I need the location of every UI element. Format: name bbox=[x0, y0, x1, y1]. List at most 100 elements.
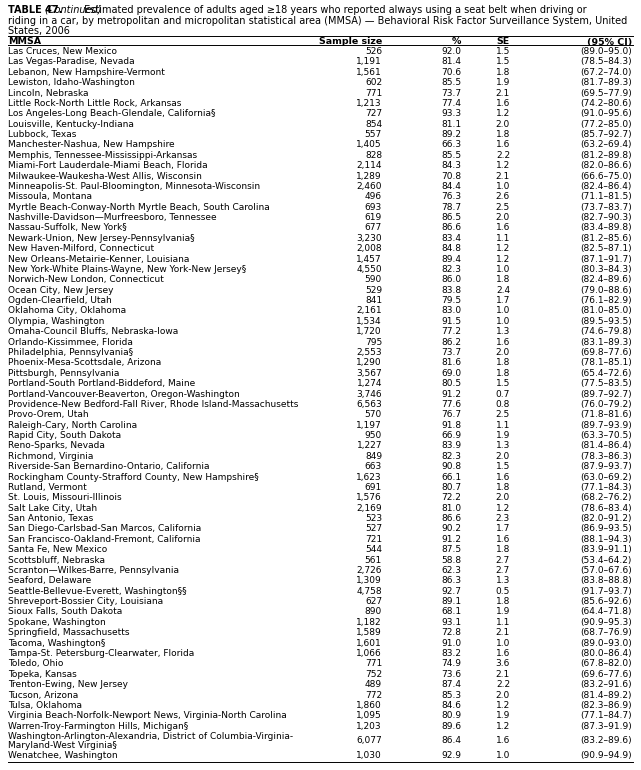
Text: 1,191: 1,191 bbox=[356, 58, 382, 66]
Text: 1.3: 1.3 bbox=[495, 577, 510, 585]
Text: 4,758: 4,758 bbox=[356, 587, 382, 596]
Text: San Francisco-Oakland-Fremont, California: San Francisco-Oakland-Fremont, Californi… bbox=[8, 535, 201, 544]
Text: (83.4–89.8): (83.4–89.8) bbox=[580, 223, 632, 233]
Text: Miami-Fort Lauderdale-Miami Beach, Florida: Miami-Fort Lauderdale-Miami Beach, Flori… bbox=[8, 161, 208, 170]
Text: 2,114: 2,114 bbox=[356, 161, 382, 170]
Text: 1,720: 1,720 bbox=[356, 327, 382, 336]
Text: 2,161: 2,161 bbox=[356, 306, 382, 316]
Text: (81.7–89.3): (81.7–89.3) bbox=[580, 78, 632, 87]
Text: 1.6: 1.6 bbox=[495, 649, 510, 658]
Text: 74.9: 74.9 bbox=[441, 659, 461, 668]
Text: 2.1: 2.1 bbox=[495, 628, 510, 638]
Text: Rapid City, South Dakota: Rapid City, South Dakota bbox=[8, 431, 121, 440]
Text: (83.2–89.6): (83.2–89.6) bbox=[580, 736, 632, 745]
Text: 0.7: 0.7 bbox=[495, 390, 510, 399]
Text: Rutland, Vermont: Rutland, Vermont bbox=[8, 483, 87, 492]
Text: Virginia Beach-Norfolk-Newport News, Virginia-North Carolina: Virginia Beach-Norfolk-Newport News, Vir… bbox=[8, 711, 287, 720]
Text: Sample size: Sample size bbox=[319, 38, 382, 46]
Text: 1,182: 1,182 bbox=[356, 618, 382, 627]
Text: 2.7: 2.7 bbox=[495, 566, 510, 575]
Text: (79.0–88.6): (79.0–88.6) bbox=[580, 286, 632, 295]
Text: 2.0: 2.0 bbox=[495, 213, 510, 222]
Text: (77.2–85.0): (77.2–85.0) bbox=[580, 119, 632, 129]
Text: (77.1–84.7): (77.1–84.7) bbox=[580, 711, 632, 720]
Text: 1,289: 1,289 bbox=[356, 172, 382, 180]
Text: 1.2: 1.2 bbox=[495, 244, 510, 253]
Text: 1,290: 1,290 bbox=[356, 358, 382, 367]
Text: Wenatchee, Washington: Wenatchee, Washington bbox=[8, 752, 118, 760]
Text: New York-White Plains-Wayne, New York-New Jersey§: New York-White Plains-Wayne, New York-Ne… bbox=[8, 265, 246, 274]
Text: 90.8: 90.8 bbox=[441, 462, 461, 471]
Text: 73.7: 73.7 bbox=[441, 89, 461, 98]
Text: 677: 677 bbox=[365, 223, 382, 233]
Text: 72.2: 72.2 bbox=[441, 494, 461, 502]
Text: 92.9: 92.9 bbox=[441, 752, 461, 760]
Text: 1.9: 1.9 bbox=[495, 431, 510, 440]
Text: 93.1: 93.1 bbox=[441, 618, 461, 627]
Text: Tacoma, Washington§: Tacoma, Washington§ bbox=[8, 638, 105, 648]
Text: (89.5–93.5): (89.5–93.5) bbox=[580, 317, 632, 326]
Text: 527: 527 bbox=[365, 524, 382, 534]
Text: 1,623: 1,623 bbox=[356, 473, 382, 481]
Text: Scranton—Wilkes-Barre, Pennsylvania: Scranton—Wilkes-Barre, Pennsylvania bbox=[8, 566, 179, 575]
Text: MMSA: MMSA bbox=[8, 38, 41, 46]
Text: 92.7: 92.7 bbox=[441, 587, 461, 596]
Text: 771: 771 bbox=[365, 659, 382, 668]
Text: Toledo, Ohio: Toledo, Ohio bbox=[8, 659, 63, 668]
Text: 2.0: 2.0 bbox=[495, 494, 510, 502]
Text: Tampa-St. Petersburg-Clearwater, Florida: Tampa-St. Petersburg-Clearwater, Florida bbox=[8, 649, 194, 658]
Text: 84.4: 84.4 bbox=[441, 182, 461, 191]
Text: 1.8: 1.8 bbox=[495, 68, 510, 77]
Text: (64.4–71.8): (64.4–71.8) bbox=[581, 608, 632, 617]
Text: (77.5–83.5): (77.5–83.5) bbox=[580, 379, 632, 388]
Text: TABLE 47.: TABLE 47. bbox=[8, 5, 66, 15]
Text: (68.7–76.9): (68.7–76.9) bbox=[580, 628, 632, 638]
Text: 1.8: 1.8 bbox=[495, 545, 510, 554]
Text: 1.8: 1.8 bbox=[495, 369, 510, 378]
Text: 81.6: 81.6 bbox=[441, 358, 461, 367]
Text: 91.8: 91.8 bbox=[441, 420, 461, 430]
Text: Reno-Sparks, Nevada: Reno-Sparks, Nevada bbox=[8, 441, 105, 450]
Text: 1.6: 1.6 bbox=[495, 99, 510, 108]
Text: 772: 772 bbox=[365, 691, 382, 699]
Text: (65.4–72.6): (65.4–72.6) bbox=[581, 369, 632, 378]
Text: 1.2: 1.2 bbox=[495, 721, 510, 731]
Text: Lincoln, Nebraska: Lincoln, Nebraska bbox=[8, 89, 88, 98]
Text: (83.1–89.3): (83.1–89.3) bbox=[580, 337, 632, 346]
Text: (89.0–93.0): (89.0–93.0) bbox=[580, 638, 632, 648]
Text: Scottsbluff, Nebraska: Scottsbluff, Nebraska bbox=[8, 556, 105, 564]
Text: Seaford, Delaware: Seaford, Delaware bbox=[8, 577, 91, 585]
Text: (89.7–92.7): (89.7–92.7) bbox=[580, 390, 632, 399]
Text: 69.0: 69.0 bbox=[441, 369, 461, 378]
Text: 89.1: 89.1 bbox=[441, 597, 461, 606]
Text: 78.7: 78.7 bbox=[441, 203, 461, 212]
Text: (83.2–91.6): (83.2–91.6) bbox=[580, 680, 632, 689]
Text: Oklahoma City, Oklahoma: Oklahoma City, Oklahoma bbox=[8, 306, 126, 316]
Text: (81.2–89.8): (81.2–89.8) bbox=[580, 151, 632, 160]
Text: 2.4: 2.4 bbox=[496, 286, 510, 295]
Text: 1.0: 1.0 bbox=[495, 638, 510, 648]
Text: 1.8: 1.8 bbox=[495, 130, 510, 139]
Text: 854: 854 bbox=[365, 119, 382, 129]
Text: 77.4: 77.4 bbox=[441, 99, 461, 108]
Text: 523: 523 bbox=[365, 514, 382, 523]
Text: 557: 557 bbox=[365, 130, 382, 139]
Text: 82.3: 82.3 bbox=[441, 265, 461, 274]
Text: 1.8: 1.8 bbox=[495, 276, 510, 284]
Text: 89.6: 89.6 bbox=[441, 721, 461, 731]
Text: 66.1: 66.1 bbox=[441, 473, 461, 481]
Text: 1,534: 1,534 bbox=[356, 317, 382, 326]
Text: 84.3: 84.3 bbox=[441, 161, 461, 170]
Text: 1,197: 1,197 bbox=[356, 420, 382, 430]
Text: 2.5: 2.5 bbox=[495, 203, 510, 212]
Text: Little Rock-North Little Rock, Arkansas: Little Rock-North Little Rock, Arkansas bbox=[8, 99, 181, 108]
Text: (86.9–93.5): (86.9–93.5) bbox=[580, 524, 632, 534]
Text: (53.4–64.2): (53.4–64.2) bbox=[581, 556, 632, 564]
Text: 66.9: 66.9 bbox=[441, 431, 461, 440]
Text: Seattle-Bellevue-Everett, Washington§§: Seattle-Bellevue-Everett, Washington§§ bbox=[8, 587, 187, 596]
Text: 2.2: 2.2 bbox=[496, 680, 510, 689]
Text: Nashville-Davidson—Murfreesboro, Tennessee: Nashville-Davidson—Murfreesboro, Tenness… bbox=[8, 213, 217, 222]
Text: 1.2: 1.2 bbox=[495, 504, 510, 513]
Text: 828: 828 bbox=[365, 151, 382, 160]
Text: 2.2: 2.2 bbox=[496, 151, 510, 160]
